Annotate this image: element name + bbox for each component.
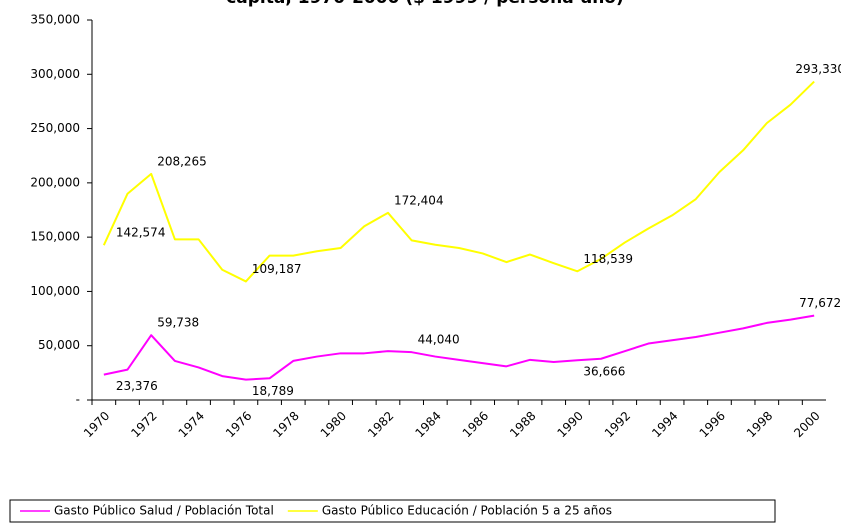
x-tick-label: 1998	[744, 409, 775, 440]
y-tick-label: -	[76, 393, 80, 407]
series-line	[102, 80, 815, 283]
x-tick-label: 1986	[460, 409, 491, 440]
y-tick-label: 300,000	[30, 67, 80, 81]
x-tick-label: 1990	[554, 409, 585, 440]
x-tick-label: 1976	[223, 409, 254, 440]
data-label: 109,187	[252, 262, 302, 276]
x-tick-label: 1974	[176, 409, 207, 440]
data-label: 77,672	[799, 296, 841, 310]
x-tick-label: 1982	[365, 409, 396, 440]
data-label: 23,376	[116, 379, 158, 393]
y-tick-label: 50,000	[38, 338, 80, 352]
data-label: 142,574	[116, 226, 166, 240]
data-label: 172,404	[394, 193, 444, 207]
x-tick-label: 1984	[412, 409, 443, 440]
data-label: 44,040	[418, 333, 460, 347]
legend-label: Gasto Público Salud / Población Total	[54, 504, 274, 518]
x-tick-label: 1980	[318, 409, 349, 440]
data-label: 118,539	[583, 252, 633, 266]
x-tick-label: 1992	[602, 409, 633, 440]
y-tick-label: 350,000	[30, 13, 80, 27]
data-label: 36,666	[583, 365, 625, 379]
data-label: 293,330	[795, 62, 841, 76]
y-tick-label: 100,000	[30, 284, 80, 298]
y-tick-label: 150,000	[30, 230, 80, 244]
x-tick-label: 1988	[507, 409, 538, 440]
x-tick-label: 1970	[81, 409, 112, 440]
data-label: 18,789	[252, 384, 294, 398]
x-tick-label: 1978	[270, 409, 301, 440]
chart-title: cápita, 1970-2000 ($ 1999 / persona-año)	[226, 0, 624, 8]
series-line	[103, 314, 815, 381]
y-tick-label: 250,000	[30, 121, 80, 135]
x-tick-label: 1996	[697, 409, 728, 440]
x-tick-label: 1972	[128, 409, 159, 440]
legend-box	[9, 499, 776, 523]
y-tick-label: 200,000	[30, 175, 80, 189]
x-tick-label: 2000	[791, 409, 822, 440]
legend-label: Gasto Público Educación / Población 5 a …	[322, 504, 612, 518]
data-label: 59,738	[157, 316, 199, 330]
x-tick-label: 1994	[649, 409, 680, 440]
data-label: 208,265	[157, 154, 207, 168]
